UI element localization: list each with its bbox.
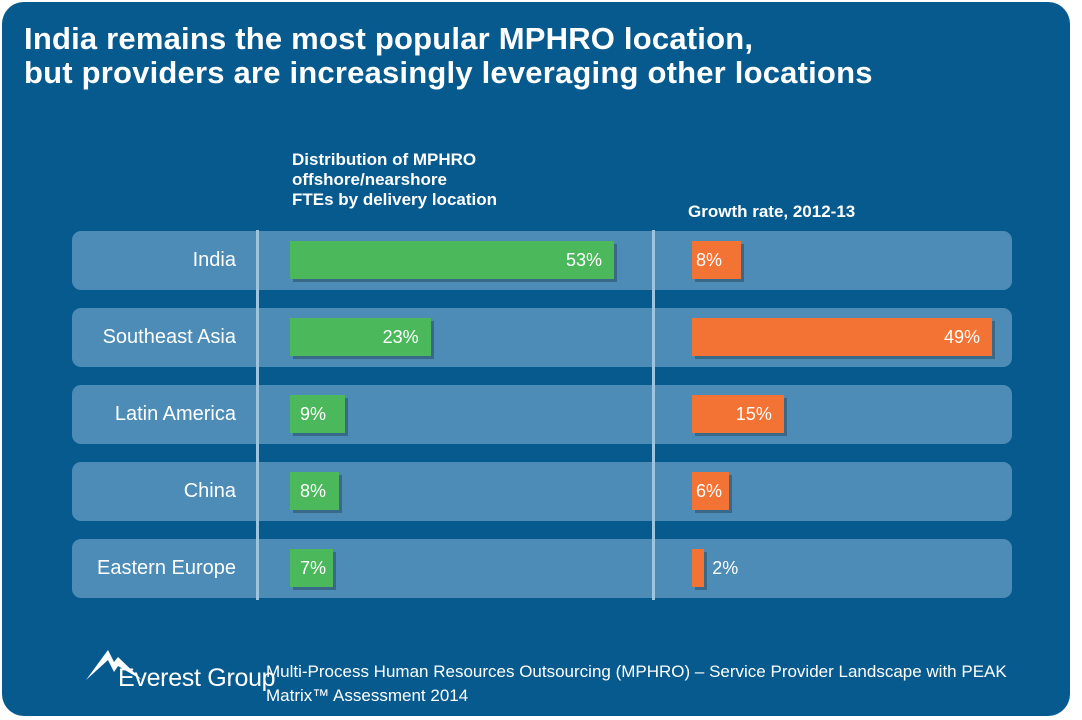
chart-row-eastern-europe: Eastern Europe [72, 539, 1012, 598]
distribution-value-label: 53% [565, 250, 602, 270]
distribution-bar: 23% [290, 318, 431, 356]
growth-value-label: 8% [696, 250, 723, 270]
growth-bar: 49% [692, 318, 992, 356]
slide-title: India remains the most popular MPHRO loc… [24, 22, 873, 90]
slide-panel: India remains the most popular MPHRO loc… [2, 2, 1070, 716]
growth-value-label: 49% [943, 327, 980, 347]
growth-chart-title: Growth rate, 2012-13 [688, 202, 856, 221]
distribution-chart-title: Distribution of MPHRO offshore/nearshore… [292, 150, 498, 209]
distribution-value-label: 9% [300, 404, 327, 424]
category-label: Southeast Asia [102, 326, 236, 348]
category-label: Eastern Europe [97, 557, 236, 579]
title-line-1: India remains the most popular MPHRO loc… [24, 21, 754, 56]
source-text: Multi-Process Human Resources Outsourcin… [266, 662, 1007, 705]
growth-value-label: 15% [735, 404, 772, 424]
distribution-bar: 53% [290, 241, 614, 279]
label-separator [256, 230, 259, 600]
chart-row-latin-america: Latin America [72, 385, 1012, 444]
growth-bar: 15% [692, 395, 784, 433]
distribution-bar: 7% [290, 549, 333, 587]
growth-value-label: 6% [696, 481, 723, 501]
distribution-value-label: 8% [300, 481, 327, 501]
category-label: Latin America [114, 403, 236, 425]
title-line-2: but providers are increasingly leveragin… [24, 55, 873, 90]
category-label: India [192, 249, 236, 271]
chart-row-china: China [72, 462, 1012, 521]
category-label: China [183, 480, 236, 502]
distribution-value-label: 23% [382, 327, 419, 347]
distribution-value-label: 7% [300, 558, 327, 578]
everest-group-logo: Everest Group [84, 644, 276, 700]
growth-bar: 8% [692, 241, 741, 279]
distribution-bar: 8% [290, 472, 339, 510]
growth-value-label: 2% [712, 558, 739, 578]
logo-text: Everest Group [118, 664, 276, 692]
growth-bar: 6% [692, 472, 729, 510]
distribution-bar: 9% [290, 395, 346, 433]
mountain-logo-icon [86, 650, 142, 680]
growth-bar: 2% [692, 549, 738, 587]
column-separator [652, 230, 655, 600]
